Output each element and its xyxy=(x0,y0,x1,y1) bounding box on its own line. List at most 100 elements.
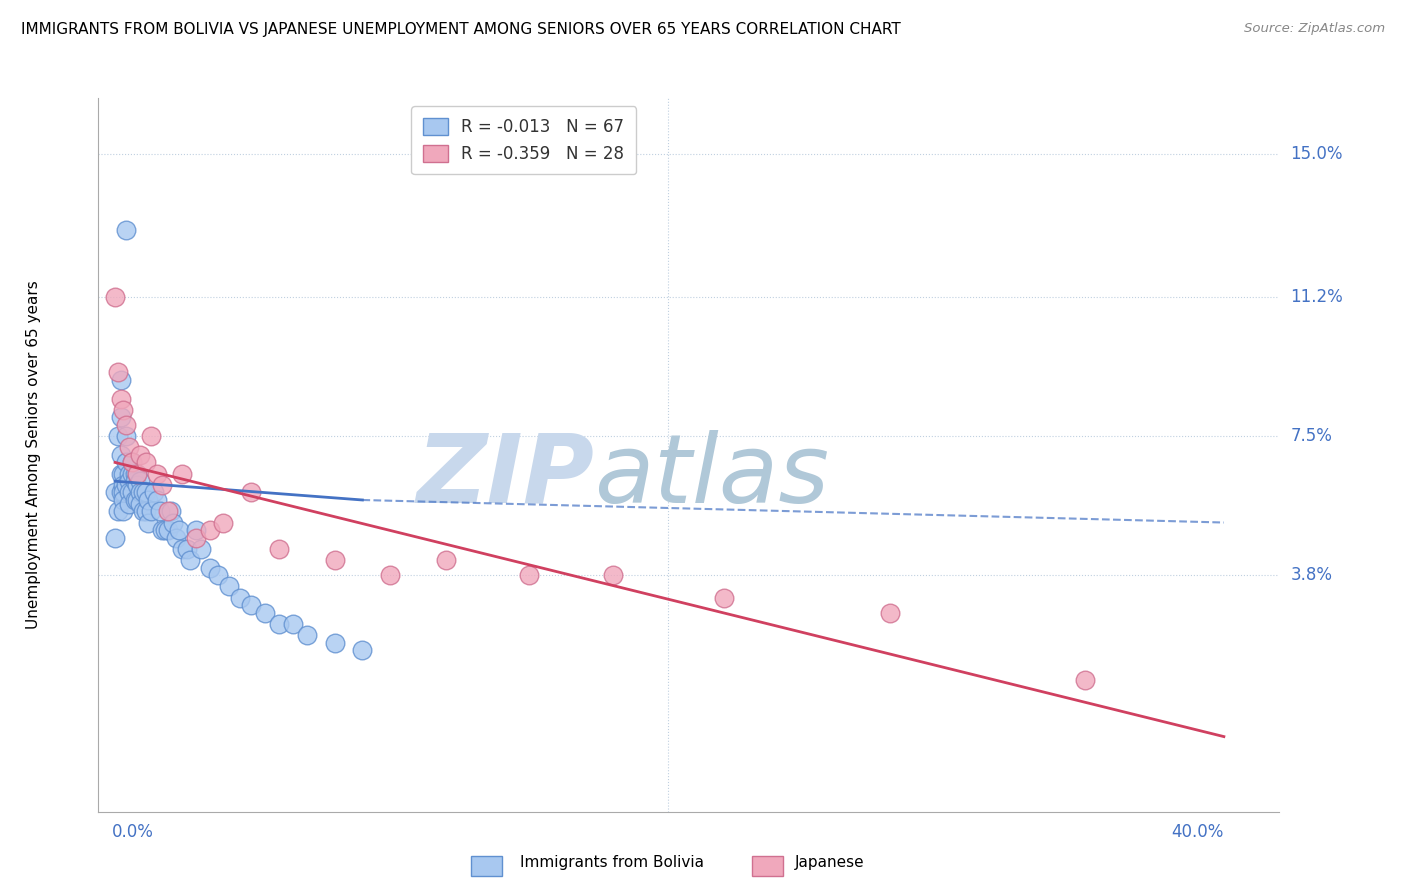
Text: Source: ZipAtlas.com: Source: ZipAtlas.com xyxy=(1244,22,1385,36)
Point xyxy=(124,474,146,488)
Point xyxy=(138,516,160,530)
Point xyxy=(198,523,221,537)
Point xyxy=(124,493,146,508)
Point xyxy=(146,467,169,481)
Point xyxy=(129,497,152,511)
Point xyxy=(295,628,318,642)
Text: 15.0%: 15.0% xyxy=(1291,145,1343,163)
Point xyxy=(150,523,173,537)
Point xyxy=(179,553,201,567)
Point xyxy=(107,429,129,443)
Point xyxy=(602,568,624,582)
Point xyxy=(115,478,138,492)
Point xyxy=(110,410,132,425)
Point xyxy=(127,467,149,481)
Point xyxy=(153,523,176,537)
Point xyxy=(104,290,127,304)
Point xyxy=(1074,673,1097,688)
Point xyxy=(107,365,129,379)
Point xyxy=(135,455,157,469)
Point xyxy=(115,222,138,236)
Point xyxy=(104,485,127,500)
Point xyxy=(323,553,346,567)
Point xyxy=(143,485,166,500)
Point xyxy=(156,504,179,518)
Text: 3.8%: 3.8% xyxy=(1291,566,1333,584)
Point xyxy=(115,417,138,432)
Point xyxy=(254,606,277,620)
Text: IMMIGRANTS FROM BOLIVIA VS JAPANESE UNEMPLOYMENT AMONG SENIORS OVER 65 YEARS COR: IMMIGRANTS FROM BOLIVIA VS JAPANESE UNEM… xyxy=(21,22,901,37)
Point xyxy=(150,478,173,492)
Point xyxy=(132,504,155,518)
Point xyxy=(118,497,141,511)
Point xyxy=(107,504,129,518)
Point xyxy=(240,598,263,612)
Point xyxy=(127,478,149,492)
Point xyxy=(135,504,157,518)
Point xyxy=(112,485,135,500)
Point xyxy=(129,485,152,500)
Point xyxy=(127,467,149,481)
Point xyxy=(118,485,141,500)
Point xyxy=(110,392,132,406)
Point xyxy=(240,485,263,500)
Text: 40.0%: 40.0% xyxy=(1171,823,1223,841)
Point xyxy=(170,541,193,556)
Point xyxy=(267,616,290,631)
Point xyxy=(112,478,135,492)
Point xyxy=(159,504,181,518)
Point xyxy=(184,523,207,537)
Point xyxy=(148,504,170,518)
Point xyxy=(112,493,135,508)
Point xyxy=(229,591,252,605)
Point xyxy=(129,474,152,488)
Text: 7.5%: 7.5% xyxy=(1291,427,1333,445)
Legend: R = -0.013   N = 67, R = -0.359   N = 28: R = -0.013 N = 67, R = -0.359 N = 28 xyxy=(412,106,636,175)
Point xyxy=(184,531,207,545)
Text: atlas: atlas xyxy=(595,430,830,523)
Point xyxy=(110,448,132,462)
Text: Japanese: Japanese xyxy=(794,855,865,870)
Point xyxy=(121,455,143,469)
Point xyxy=(207,568,229,582)
Point xyxy=(380,568,402,582)
Point xyxy=(267,541,290,556)
Point xyxy=(110,373,132,387)
Point xyxy=(110,467,132,481)
Point xyxy=(165,531,187,545)
Point xyxy=(121,455,143,469)
Text: 0.0%: 0.0% xyxy=(112,823,155,841)
Point xyxy=(112,402,135,417)
Point xyxy=(879,606,901,620)
Point xyxy=(212,516,235,530)
Point xyxy=(713,591,735,605)
Text: Immigrants from Bolivia: Immigrants from Bolivia xyxy=(520,855,704,870)
Point xyxy=(132,485,155,500)
Point xyxy=(146,493,169,508)
Point xyxy=(121,485,143,500)
Point xyxy=(156,523,179,537)
Point xyxy=(198,560,221,574)
Point xyxy=(281,616,304,631)
Text: Unemployment Among Seniors over 65 years: Unemployment Among Seniors over 65 years xyxy=(25,281,41,629)
Point xyxy=(176,541,198,556)
Point xyxy=(434,553,457,567)
Point xyxy=(118,467,141,481)
Point xyxy=(352,643,374,657)
Point xyxy=(170,467,193,481)
Point xyxy=(112,467,135,481)
Text: ZIP: ZIP xyxy=(416,430,595,523)
Point xyxy=(115,455,138,469)
Point xyxy=(135,485,157,500)
Point xyxy=(118,441,141,455)
Point xyxy=(162,516,184,530)
Point xyxy=(127,493,149,508)
Point xyxy=(138,493,160,508)
Point xyxy=(110,485,132,500)
Point xyxy=(115,429,138,443)
Point xyxy=(190,541,212,556)
Point xyxy=(104,531,127,545)
Point xyxy=(118,474,141,488)
Text: 11.2%: 11.2% xyxy=(1291,288,1343,306)
Point xyxy=(141,429,163,443)
